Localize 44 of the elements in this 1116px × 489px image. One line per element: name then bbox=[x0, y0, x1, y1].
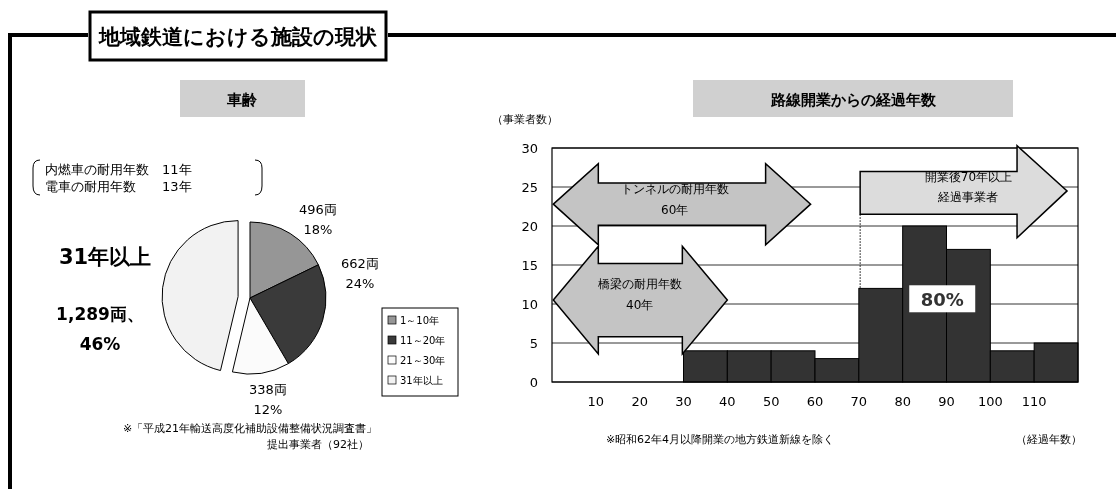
x-tick-label: 100 bbox=[977, 394, 1003, 409]
chart-title: 路線開業からの経過年数 bbox=[769, 91, 937, 109]
x-tick-label: 40 bbox=[719, 394, 736, 409]
x-tick-label: 30 bbox=[675, 394, 692, 409]
text: 電車の耐用年数 13年 bbox=[45, 179, 192, 194]
y-tick-label: 5 bbox=[529, 336, 538, 351]
legend-label: 21～30年 bbox=[400, 355, 446, 366]
y-axis-title: （事業者数） bbox=[492, 113, 558, 126]
data-label: 662両 24% bbox=[341, 256, 379, 291]
y-tick-label: 0 bbox=[529, 375, 538, 390]
annotation: 60年 bbox=[661, 202, 689, 217]
legend-label: 11～20年 bbox=[400, 335, 446, 346]
x-tick-label: 10 bbox=[587, 394, 605, 409]
x-axis-title: （経過年数） bbox=[1016, 433, 1082, 446]
x-tick-label: 70 bbox=[850, 394, 868, 409]
annotation: 40年 bbox=[626, 297, 654, 312]
annotation: 経過事業者 bbox=[937, 190, 999, 205]
y-tick-label: 30 bbox=[521, 141, 538, 156]
y-tick-label: 25 bbox=[521, 180, 538, 195]
annotation: トンネルの耐用年数 bbox=[620, 182, 729, 197]
x-tick-label: 80 bbox=[894, 394, 911, 409]
data-label: 1,289両、 46% bbox=[56, 304, 144, 354]
annotation: 橋梁の耐用年数 bbox=[597, 277, 682, 292]
x-tick-label: 90 bbox=[938, 394, 955, 409]
text: ※昭和62年4月以降開業の地方鉄道新線を除く bbox=[605, 433, 835, 446]
y-tick-label: 20 bbox=[521, 219, 538, 234]
y-tick-label: 15 bbox=[521, 258, 538, 273]
text: 31年以上 bbox=[58, 245, 152, 269]
text: ※「平成21年輸送高度化補助設備整備状況調査書」 bbox=[122, 422, 378, 435]
x-tick-label: 20 bbox=[631, 394, 648, 409]
x-tick-label: 110 bbox=[1021, 394, 1047, 409]
data-label: 496両 18% bbox=[299, 202, 337, 237]
y-tick-label: 10 bbox=[521, 297, 538, 312]
legend-label: 1～10年 bbox=[400, 315, 440, 326]
text: 提出事業者（92社） bbox=[267, 438, 369, 451]
annotation: 開業後70年以上 bbox=[924, 169, 1013, 184]
text: 内燃車の耐用年数 11年 bbox=[45, 162, 192, 177]
annotation: 80% bbox=[920, 289, 964, 311]
x-tick-label: 60 bbox=[806, 394, 824, 409]
data-label: 338両 12% bbox=[249, 382, 287, 417]
chart-title: 車齢 bbox=[226, 91, 258, 109]
text: 地域鉄道における施設の現状 bbox=[98, 25, 378, 49]
legend-label: 31年以上 bbox=[400, 375, 443, 386]
x-tick-label: 50 bbox=[762, 394, 780, 409]
